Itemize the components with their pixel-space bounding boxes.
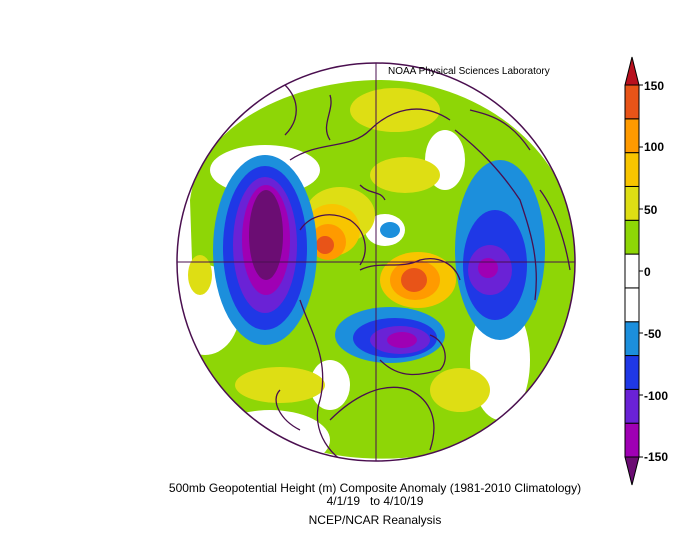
colorbar-segment	[624, 422, 640, 458]
colorbar-tick-label: 50	[644, 203, 658, 217]
colorbar-tick-label: -150	[644, 450, 669, 464]
colorbar-segment	[624, 152, 640, 187]
caption-source: NCEP/NCAR Reanalysis	[308, 513, 442, 527]
colorbar-tick-label: -100	[644, 389, 669, 403]
colorbar-segment	[624, 388, 640, 424]
colorbar-segment	[624, 219, 640, 255]
colorbar-segment	[624, 185, 640, 221]
colorbar-tick-label: -50	[644, 327, 662, 341]
colorbar-segment	[624, 321, 640, 357]
colorbar	[624, 56, 643, 486]
caption-dates: 4/1/19 to 4/10/19	[326, 494, 424, 508]
colorbar-tick-label: 100	[644, 140, 665, 154]
caption-title: 500mb Geopotential Height (m) Composite …	[168, 481, 582, 495]
anomaly-field	[177, 63, 575, 461]
credit-label: NOAA Physical Sciences Laboratory	[388, 66, 550, 77]
colorbar-segment	[624, 287, 640, 323]
colorbar-min-arrow	[624, 456, 640, 486]
colorbar-segment	[624, 118, 640, 154]
colorbar-segment	[624, 253, 640, 289]
coastlines	[275, 84, 571, 461]
colorbar-segment	[624, 355, 640, 390]
colorbar-max-arrow	[624, 56, 640, 86]
map-grid	[177, 63, 575, 461]
map-boundary	[176, 62, 576, 462]
colorbar-tick-label: 150	[644, 79, 665, 93]
colorbar-segment	[624, 84, 640, 120]
colorbar-tick-label: 0	[644, 265, 651, 279]
